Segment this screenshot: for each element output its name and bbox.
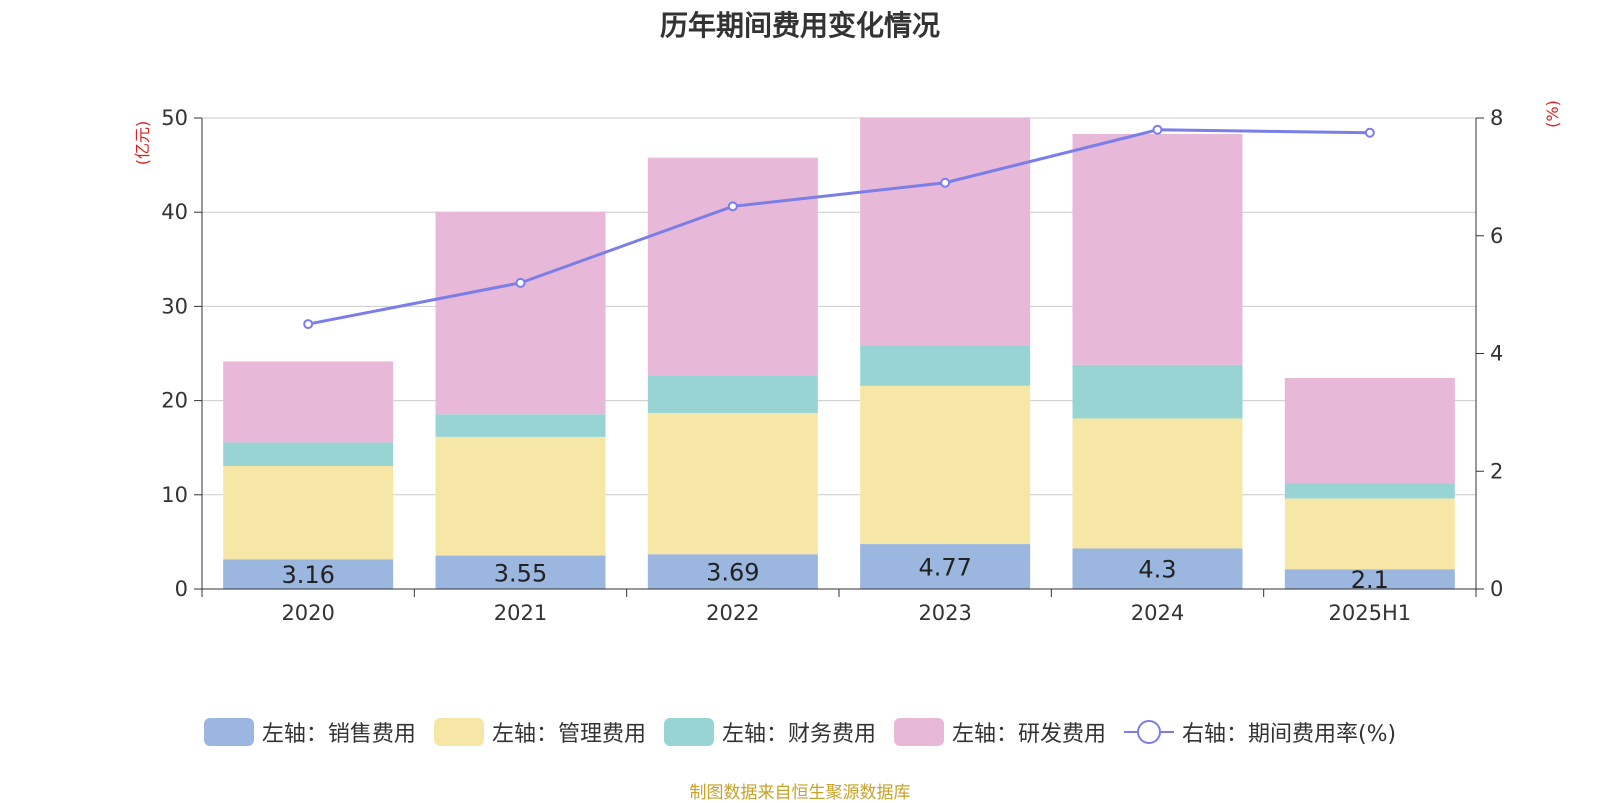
y-right-axis-label: (%) xyxy=(1543,100,1562,128)
legend-label-rd: 左轴：研发费用 xyxy=(951,722,1106,747)
y-left-tick-label: 0 xyxy=(175,577,188,601)
rate-point xyxy=(303,319,314,330)
legend-label-admin: 左轴：管理费用 xyxy=(491,722,646,747)
y-right-tick-label: 0 xyxy=(1490,577,1503,601)
x-tick-label: 2024 xyxy=(1131,601,1184,625)
legend-item-admin[interactable]: 左轴：管理费用 xyxy=(433,716,646,748)
legend-item-finance[interactable]: 左轴：财务费用 xyxy=(663,716,876,748)
y-right-tick-label: 8 xyxy=(1490,106,1503,130)
bar-segment-1-5 xyxy=(1284,498,1455,570)
bar-segment-1-3 xyxy=(860,385,1031,545)
y-left-tick-label: 50 xyxy=(161,106,188,130)
y-right-tick-label: 2 xyxy=(1490,459,1503,483)
bar-segment-3-2 xyxy=(647,157,818,376)
bar-segment-1-1 xyxy=(435,436,606,556)
bar-segment-3-0 xyxy=(223,361,394,443)
bar-segment-3-1 xyxy=(435,211,606,415)
rate-point xyxy=(727,201,738,212)
x-tick-label: 2023 xyxy=(918,601,971,625)
bar-data-label: 3.16 xyxy=(281,561,334,589)
y-right-tick-label: 4 xyxy=(1490,342,1503,366)
bar-segment-0-1 xyxy=(435,555,606,589)
y-left-tick-label: 20 xyxy=(161,389,188,413)
rate-point xyxy=(1152,124,1163,135)
bar-segment-1-2 xyxy=(647,412,818,555)
bar-data-label: 2.1 xyxy=(1351,566,1389,594)
legend-label-sales: 左轴：销售费用 xyxy=(261,722,416,747)
x-tick-label: 2020 xyxy=(281,601,334,625)
bar-segment-2-3 xyxy=(860,345,1031,386)
legend-swatch-finance xyxy=(663,718,714,746)
chart-canvas: 0 10 20 30 40 50 0 2 4 6 8 (亿元) (%) 3.16 3.55 3.69 4.77 4… xyxy=(133,100,1562,625)
y-left-tick-label: 30 xyxy=(161,294,188,318)
legend-swatch-sales xyxy=(203,718,254,746)
x-tick-label: 2021 xyxy=(494,601,547,625)
bar-segment-0-3 xyxy=(860,544,1031,589)
bar-segment-1-4 xyxy=(1072,418,1243,549)
y-right-tick-label: 6 xyxy=(1490,224,1503,248)
bar-segment-2-5 xyxy=(1284,483,1455,499)
bar-data-label: 3.69 xyxy=(706,559,759,587)
legend-swatch-rate xyxy=(1123,718,1174,746)
bar-segment-0-5 xyxy=(1284,569,1455,589)
chart-title: 历年期间费用变化情况 xyxy=(659,9,940,42)
bar-segment-2-0 xyxy=(223,442,394,466)
bar-segment-0-4 xyxy=(1072,548,1243,589)
legend-swatch-admin xyxy=(433,718,484,746)
bar-data-label: 3.55 xyxy=(494,559,547,587)
bar-segment-0-0 xyxy=(223,559,394,589)
y-left-axis-label: (亿元) xyxy=(133,121,152,166)
legend-item-rate[interactable]: 右轴：期间费用率(%) xyxy=(1123,716,1397,748)
legend-label-finance: 左轴：财务费用 xyxy=(721,722,876,747)
rate-point xyxy=(515,277,526,288)
bar-segment-3-4 xyxy=(1072,134,1243,365)
x-tick-label: 2025H1 xyxy=(1329,601,1412,625)
source-note: 制图数据来自恒生聚源数据库 xyxy=(689,783,911,803)
bar-segment-3-5 xyxy=(1284,377,1455,484)
legend: 左轴：销售费用 左轴：管理费用 左轴：财务费用 左轴：研发费用 右轴：期间费用率… xyxy=(0,716,1600,748)
bar-segment-0-2 xyxy=(647,554,818,589)
legend-swatch-rd xyxy=(893,718,944,746)
legend-item-sales[interactable]: 左轴：销售费用 xyxy=(203,716,416,748)
bar-data-label: 4.3 xyxy=(1138,556,1176,584)
bar-segment-2-1 xyxy=(435,414,606,437)
bar-data-label: 4.77 xyxy=(918,554,971,582)
y-left-tick-label: 40 xyxy=(161,200,188,224)
legend-label-rate: 右轴：期间费用率(%) xyxy=(1181,722,1397,747)
bar-segment-2-4 xyxy=(1072,364,1243,419)
rate-point xyxy=(1364,127,1375,138)
rate-line xyxy=(307,128,1370,326)
legend-item-rd[interactable]: 左轴：研发费用 xyxy=(893,716,1106,748)
rate-point xyxy=(940,177,951,188)
bar-segment-1-0 xyxy=(223,465,394,560)
x-tick-label: 2022 xyxy=(706,601,759,625)
bar-segment-3-3 xyxy=(860,117,1031,346)
bar-segment-2-2 xyxy=(647,375,818,413)
y-left-tick-label: 10 xyxy=(161,483,188,507)
